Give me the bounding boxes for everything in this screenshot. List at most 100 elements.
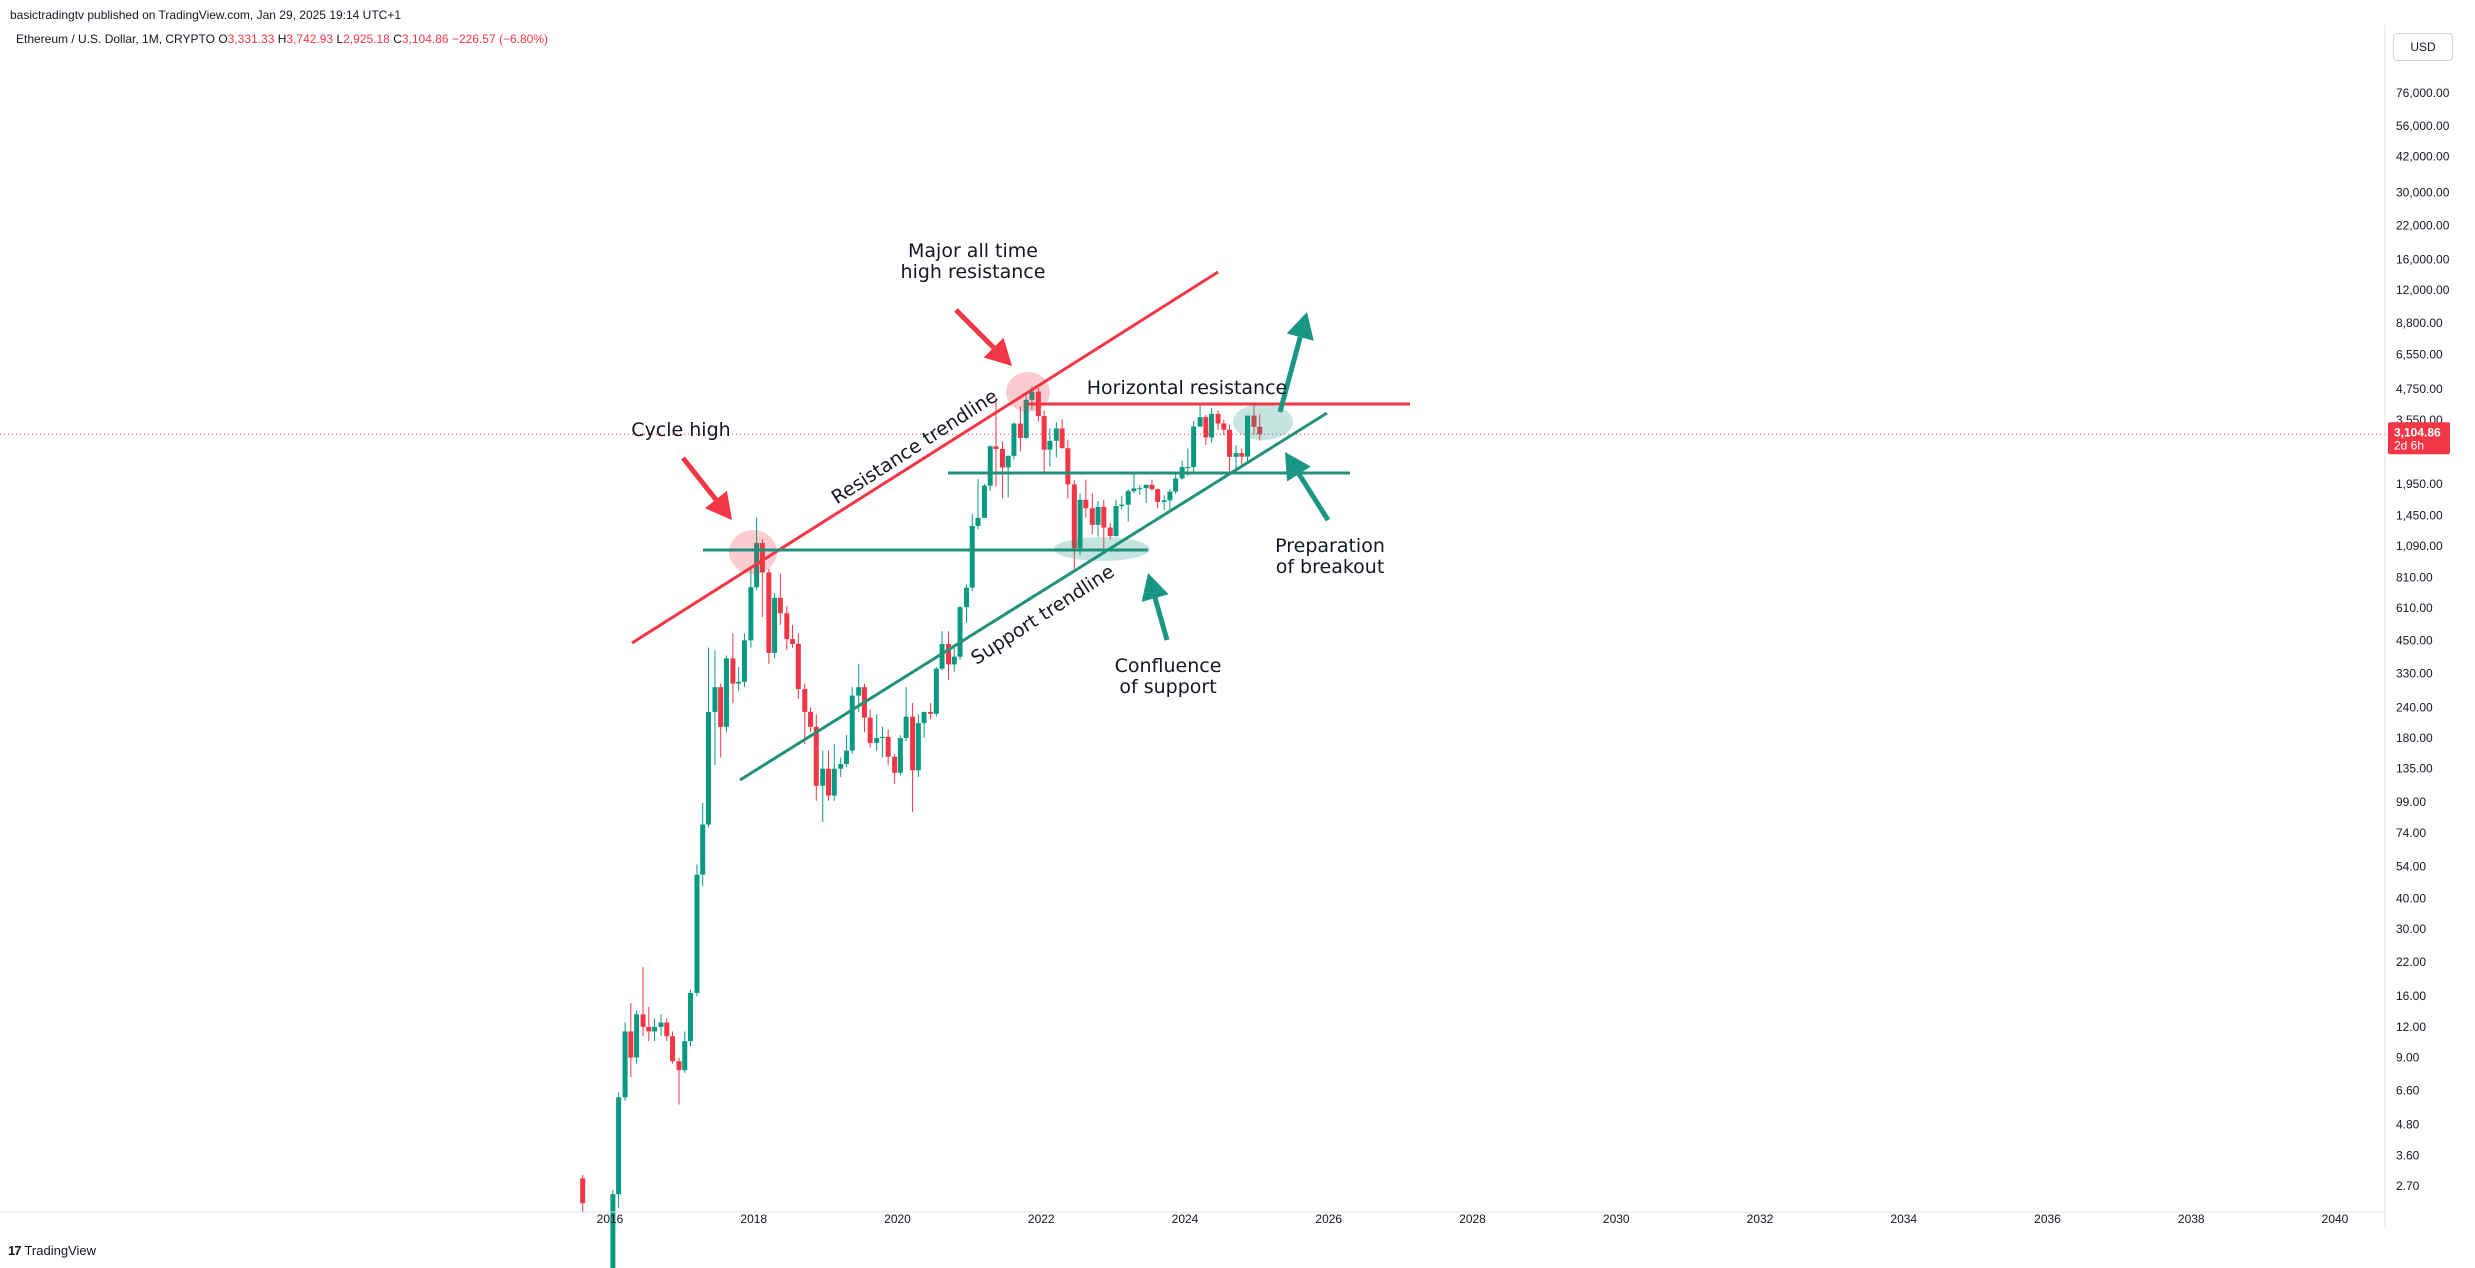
candle-body — [634, 1014, 640, 1058]
candle-body — [951, 656, 957, 665]
price-tick-label: 99.00 — [2396, 795, 2426, 809]
cycle-high-label: Cycle high — [631, 419, 730, 441]
candle-body — [1239, 453, 1245, 457]
price-tick-label: 42,000.00 — [2396, 149, 2450, 163]
candle-body — [1251, 415, 1257, 427]
price-tick-label: 135.00 — [2396, 762, 2433, 776]
price-tick-label: 1,450.00 — [2396, 509, 2443, 523]
change-value: −226.57 (−6.80%) — [451, 32, 549, 46]
candle-body — [867, 717, 873, 743]
ath-arrow-head — [983, 337, 1012, 366]
confluence-label: Confluence of support — [1115, 655, 1222, 698]
candle-body — [946, 643, 952, 665]
time-tick-label: 2026 — [1315, 1212, 1342, 1226]
ath-arrow-shaft — [954, 308, 996, 350]
candle-body — [892, 756, 898, 773]
candle-body — [1083, 499, 1089, 509]
candle-body — [748, 587, 754, 641]
candle-body — [658, 1022, 664, 1027]
candle-body — [1149, 484, 1155, 490]
tradingview-logo-icon: 17 — [8, 1243, 22, 1258]
time-axis: 2016 2018 2020 2022 2024 2026 2028 2030 2032 2034… — [0, 1211, 2385, 1226]
open-label: O — [218, 32, 228, 46]
candle-body — [1161, 500, 1167, 502]
published-by-line: basictradingtv published on TradingView.… — [10, 8, 402, 22]
candle-body — [1029, 391, 1035, 400]
candle-body — [969, 525, 975, 588]
candle-body — [1257, 426, 1263, 435]
horizontal-resistance-label: Horizontal resistance — [1087, 377, 1287, 399]
preparation-arrow-shaft — [1296, 472, 1331, 522]
bar-countdown-label: 2d 6h — [2394, 438, 2424, 452]
candle-body — [664, 1022, 670, 1037]
candle-body — [610, 1194, 616, 1268]
candle-body — [1209, 413, 1215, 438]
tradingview-logo[interactable]: 17 TradingView — [8, 1243, 96, 1258]
preparation-arrow-head — [1285, 452, 1311, 482]
candle-body — [766, 572, 772, 653]
candle-body — [1095, 506, 1101, 525]
candle-body — [795, 643, 801, 690]
candle-body — [723, 658, 729, 727]
candle-body — [1191, 426, 1197, 468]
price-tick-label: 16.00 — [2396, 989, 2426, 1003]
candle-body — [1167, 491, 1173, 501]
candle-body — [987, 446, 993, 486]
open-value: 3,331.33 — [227, 32, 275, 46]
price-tick-label: 54.00 — [2396, 859, 2426, 873]
time-tick-label: 2034 — [1890, 1212, 1917, 1226]
candle-body — [682, 1041, 688, 1071]
price-tick-label: 9.00 — [2396, 1051, 2420, 1065]
price-axis: 76,000.00 56,000.00 42,000.00 30,000.00 22,0… — [2384, 25, 2450, 1228]
close-value: 3,104.86 — [401, 32, 449, 46]
price-tick-label: 6.60 — [2396, 1084, 2420, 1098]
time-tick-label: 2040 — [2322, 1212, 2349, 1226]
candle-body — [933, 668, 939, 714]
candle-body — [777, 597, 783, 614]
price-tick-label: 56,000.00 — [2396, 119, 2450, 133]
candle-body — [903, 716, 909, 739]
price-tick-label: 810.00 — [2396, 571, 2433, 585]
price-tick-label: 180.00 — [2396, 731, 2433, 745]
candle-body — [1119, 504, 1125, 507]
price-tick-label: 30,000.00 — [2396, 185, 2450, 199]
symbol-name[interactable]: Ethereum / U.S. Dollar, 1M, CRYPTO — [16, 32, 215, 46]
price-tick-label: 6,550.00 — [2396, 348, 2443, 362]
price-tick-label: 450.00 — [2396, 633, 2433, 647]
candle-body — [1143, 484, 1149, 489]
current-price-badge — [2388, 422, 2450, 455]
candle-body — [1137, 488, 1143, 490]
candle-body — [826, 768, 831, 796]
currency-button[interactable]: USD — [2393, 33, 2453, 61]
resistance-trendline — [631, 270, 1219, 645]
candle-body — [1089, 508, 1095, 525]
price-tick-label: 22,000.00 — [2396, 218, 2450, 232]
candle-body — [670, 1036, 676, 1062]
candle-body — [646, 1026, 652, 1032]
candle-body — [1197, 417, 1203, 427]
major-ath-label: Major all time high resistance — [901, 240, 1046, 283]
candle-body — [820, 768, 826, 786]
price-tick-label: 610.00 — [2396, 601, 2433, 615]
candle-body — [1131, 488, 1137, 492]
candle-body — [808, 711, 814, 727]
time-tick-label: 2028 — [1459, 1212, 1486, 1226]
candle-body — [694, 874, 700, 993]
candle-body — [1077, 499, 1083, 549]
time-tick-label: 2022 — [1028, 1212, 1055, 1226]
cycle-high-highlight — [729, 530, 777, 574]
low-label: L — [336, 32, 344, 46]
price-tick-label: 4,750.00 — [2396, 382, 2443, 396]
candle-body — [1107, 527, 1113, 537]
candle-body — [843, 750, 849, 765]
candle-body — [1155, 489, 1161, 502]
high-value: 3,742.93 — [286, 32, 334, 46]
high-label: H — [277, 32, 287, 46]
support-trendline — [739, 411, 1328, 782]
candle-body — [640, 1014, 646, 1027]
cycle-high-arrow-shaft — [681, 456, 718, 502]
candle-body — [1245, 415, 1251, 457]
breakout-zone-highlight — [1233, 404, 1293, 440]
price-tick-label: 22.00 — [2396, 955, 2426, 969]
